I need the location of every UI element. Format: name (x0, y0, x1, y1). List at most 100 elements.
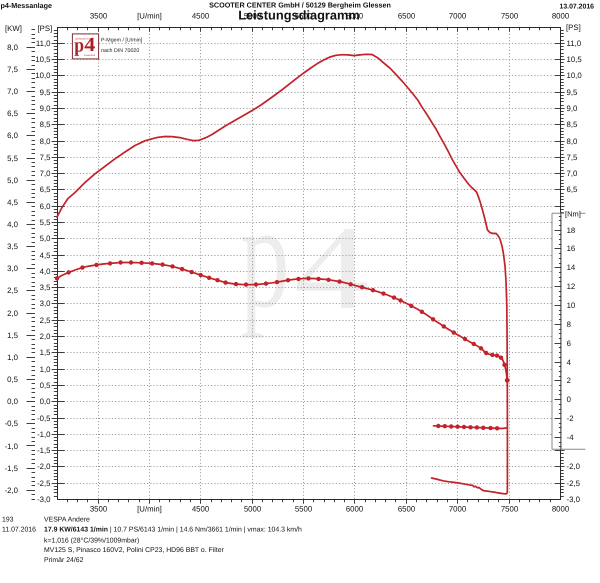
svg-text:3,0: 3,0 (40, 299, 52, 308)
svg-text:0,5: 0,5 (7, 375, 19, 384)
svg-text:8,5: 8,5 (567, 120, 579, 129)
svg-text:1,0: 1,0 (7, 353, 19, 362)
svg-text:7,5: 7,5 (40, 153, 52, 162)
svg-text:5,5: 5,5 (40, 218, 52, 227)
svg-text:-1,0: -1,0 (37, 430, 51, 439)
svg-text:7500: 7500 (501, 12, 519, 21)
svg-text:3500: 3500 (90, 505, 108, 514)
svg-text:4,0: 4,0 (7, 220, 19, 229)
svg-text:11,0: 11,0 (36, 39, 51, 48)
svg-text:SCOOTER CENTER GmbH / 50129 Be: SCOOTER CENTER GmbH / 50129 Bergheim Gle… (209, 1, 391, 10)
svg-text:1,5: 1,5 (7, 331, 19, 340)
svg-text:2,5: 2,5 (40, 316, 52, 325)
svg-text:-2,0: -2,0 (567, 462, 581, 471)
svg-text:7500: 7500 (501, 505, 519, 514)
svg-text:5,0: 5,0 (7, 176, 19, 185)
svg-text:6000: 6000 (346, 505, 364, 514)
svg-text:7,5: 7,5 (7, 65, 19, 74)
svg-text:6500: 6500 (398, 12, 416, 21)
svg-text:4: 4 (567, 358, 572, 367)
svg-text:3500: 3500 (90, 12, 108, 21)
svg-text:9,5: 9,5 (40, 88, 52, 97)
svg-text:5500: 5500 (295, 12, 313, 21)
svg-text:7000: 7000 (449, 12, 467, 21)
svg-text:14: 14 (567, 263, 576, 272)
svg-text:2,5: 2,5 (7, 286, 19, 295)
svg-text:p4-Messanlage: p4-Messanlage (1, 1, 53, 10)
svg-text:7,5: 7,5 (567, 153, 579, 162)
svg-text:prüfstands technik: prüfstands technik (75, 38, 94, 41)
svg-text:MV125 S, Pinasco 160V2, Polini: MV125 S, Pinasco 160V2, Polini CP23, HD9… (44, 547, 225, 554)
svg-text:0: 0 (567, 395, 572, 404)
svg-text:6: 6 (567, 339, 571, 348)
svg-text:3,5: 3,5 (7, 242, 19, 251)
svg-text:6,0: 6,0 (7, 131, 19, 140)
svg-text:P-Mgem / [U/min]: P-Mgem / [U/min] (101, 38, 143, 44)
svg-text:7000: 7000 (449, 505, 467, 514)
svg-text:[U/min]: [U/min] (137, 505, 162, 514)
svg-text:-0,5: -0,5 (5, 419, 19, 428)
svg-text:10: 10 (567, 301, 576, 310)
svg-text:-1,5: -1,5 (37, 446, 51, 455)
svg-text:-2,0: -2,0 (5, 486, 19, 495)
svg-text:11.07.2016: 11.07.2016 (2, 527, 36, 534)
svg-text:6000: 6000 (346, 12, 364, 21)
svg-text:18: 18 (567, 226, 576, 235)
svg-text:[Nm]: [Nm] (565, 209, 581, 218)
svg-text:5,0: 5,0 (40, 234, 52, 243)
svg-text:13.07.2016: 13.07.2016 (560, 4, 595, 11)
svg-text:16: 16 (567, 244, 576, 253)
svg-text:nach DIN 70020: nach DIN 70020 (101, 48, 139, 54)
svg-text:0,0: 0,0 (7, 397, 19, 406)
svg-text:-2: -2 (567, 414, 574, 423)
svg-text:-2,5: -2,5 (37, 479, 51, 488)
svg-text:4: 4 (84, 34, 95, 56)
svg-text:6,5: 6,5 (40, 185, 52, 194)
svg-text:[U/min]: [U/min] (137, 12, 162, 21)
svg-text:9,0: 9,0 (567, 104, 579, 113)
svg-text:8,0: 8,0 (40, 137, 52, 146)
svg-text:Primär 24/62: Primär 24/62 (44, 557, 84, 564)
svg-text:5000: 5000 (244, 505, 262, 514)
svg-text:-2,5: -2,5 (567, 479, 581, 488)
svg-text:-1,5: -1,5 (5, 464, 19, 473)
svg-text:4,5: 4,5 (7, 198, 19, 207)
svg-text:17.9 KW/6143 1/min | 10.7 PS: 17.9 KW/6143 1/min | 10.7 PS/6143 1/min … (44, 527, 302, 534)
svg-text:7,0: 7,0 (7, 87, 19, 96)
svg-text:[KW]: [KW] (5, 24, 22, 33)
svg-text:8,5: 8,5 (40, 120, 52, 129)
svg-text:6,5: 6,5 (7, 109, 19, 118)
svg-text:4,0: 4,0 (40, 267, 52, 276)
svg-text:-3,0: -3,0 (37, 495, 51, 504)
svg-text:8000: 8000 (552, 12, 570, 21)
svg-text:10,5: 10,5 (35, 55, 51, 64)
svg-text:0,0: 0,0 (40, 397, 52, 406)
svg-text:9,5: 9,5 (567, 88, 579, 97)
svg-text:7,0: 7,0 (567, 169, 579, 178)
svg-text:[PS]: [PS] (38, 24, 53, 33)
svg-text:12: 12 (567, 282, 576, 291)
svg-text:2: 2 (567, 376, 571, 385)
svg-text:2,0: 2,0 (7, 309, 19, 318)
svg-text:p: p (74, 35, 84, 57)
svg-text:8000: 8000 (552, 505, 570, 514)
svg-text:6,5: 6,5 (567, 185, 579, 194)
svg-text:4500: 4500 (192, 12, 210, 21)
svg-text:7,0: 7,0 (40, 169, 52, 178)
svg-text:2,0: 2,0 (40, 332, 52, 341)
svg-text:k=1,016 (28°C/39%/1009mbar): k=1,016 (28°C/39%/1009mbar) (44, 538, 139, 545)
svg-text:p: p (240, 173, 290, 339)
svg-text:1,5: 1,5 (40, 348, 52, 357)
svg-text:[PS]: [PS] (566, 23, 581, 32)
svg-text:0,5: 0,5 (40, 381, 52, 390)
svg-text:10,0: 10,0 (35, 71, 51, 80)
svg-text:5000: 5000 (244, 12, 262, 21)
svg-text:Leistungsdiagramm: Leistungsdiagramm (238, 8, 360, 23)
svg-text:8,0: 8,0 (567, 137, 579, 146)
svg-text:-4: -4 (567, 433, 575, 442)
svg-text:1,0: 1,0 (40, 365, 52, 374)
svg-text:3,5: 3,5 (40, 283, 52, 292)
svg-text:4: 4 (294, 201, 370, 334)
svg-text:6500: 6500 (398, 505, 416, 514)
svg-text:4500: 4500 (192, 505, 210, 514)
